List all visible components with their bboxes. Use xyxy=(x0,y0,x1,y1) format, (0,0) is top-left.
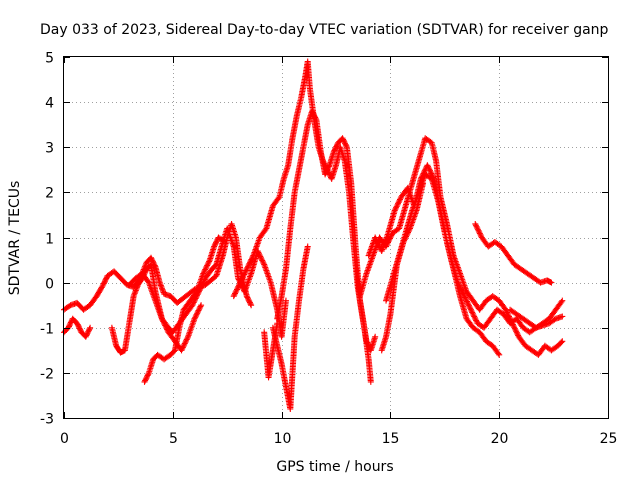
data-points xyxy=(61,58,566,412)
plus-markers xyxy=(274,108,374,385)
x-tick-label: 20 xyxy=(491,431,509,447)
y-axis-label: SDTVAR / TECUs xyxy=(7,181,23,296)
x-tick-label: 10 xyxy=(274,431,292,447)
chart-title: Day 033 of 2023, Sidereal Day-to-day VTE… xyxy=(40,22,609,38)
y-tick-label: -3 xyxy=(40,412,54,428)
plus-markers xyxy=(378,180,427,354)
series-sat-track-12 xyxy=(365,162,503,358)
plus-markers xyxy=(126,270,205,354)
x-axis-label: GPS time / hours xyxy=(276,459,393,475)
y-tick-label: 1 xyxy=(45,232,54,248)
plus-markers xyxy=(472,220,555,286)
series-sat-track-7 xyxy=(274,108,374,385)
plot-frame xyxy=(63,56,609,419)
series-sat-track-8 xyxy=(269,243,311,412)
y-tick-label: -2 xyxy=(40,367,54,383)
series-sat-track-5 xyxy=(126,270,205,354)
plus-markers xyxy=(269,243,311,412)
plus-markers xyxy=(365,162,503,358)
x-tick-label: 0 xyxy=(60,431,69,447)
y-tick-label: 5 xyxy=(45,51,54,67)
plus-markers xyxy=(507,306,566,331)
axis-ticks xyxy=(64,57,609,419)
series-sat-track-15 xyxy=(507,306,566,331)
y-tick-label: 3 xyxy=(45,141,54,157)
series-sat-track-13 xyxy=(472,220,555,286)
x-tick-label: 5 xyxy=(169,431,178,447)
series-sat-track-14 xyxy=(378,180,427,354)
y-tick-label: 2 xyxy=(45,186,54,202)
plus-markers xyxy=(261,320,281,381)
y-tick-label: 0 xyxy=(45,277,54,293)
tick-labels: 0 5 10 15 20 25 -3 -2 -1 0 1 2 3 4 5 xyxy=(40,51,617,448)
x-tick-label: 25 xyxy=(600,431,618,447)
x-tick-label: 15 xyxy=(382,431,400,447)
y-tick-label: 4 xyxy=(45,96,54,112)
series-sat-track-9 xyxy=(261,320,281,381)
y-tick-label: -1 xyxy=(40,322,54,338)
